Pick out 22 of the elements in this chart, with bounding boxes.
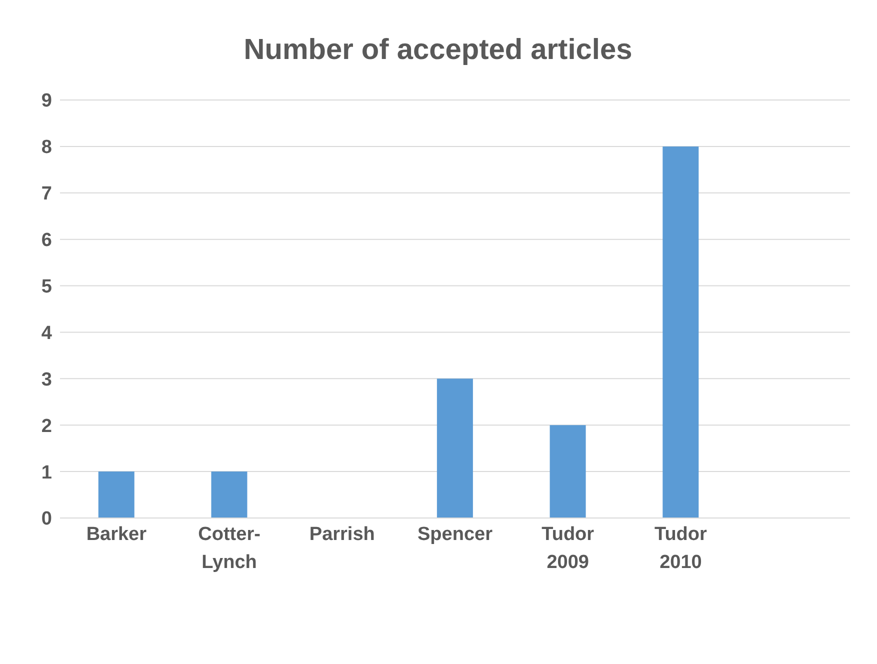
chart-title: Number of accepted articles [242, 34, 634, 67]
y-tick-label: 3 [41, 369, 52, 390]
bar [662, 146, 699, 518]
y-tick-label: 9 [41, 90, 52, 112]
y-tick-label: 8 [41, 137, 52, 158]
x-tick-label: Tudor 2010 [654, 524, 708, 573]
y-tick-label: 1 [41, 462, 52, 484]
bar [436, 378, 473, 518]
x-tick-label: Tudor 2009 [542, 524, 595, 573]
x-tick-label: Barker [86, 524, 148, 545]
x-tick-label: Parrish [309, 524, 375, 545]
x-tick-label: Cotter-Lynch [198, 524, 260, 573]
bar [550, 425, 586, 518]
y-tick-label: 7 [41, 184, 52, 205]
y-tick-label: 2 [41, 416, 52, 437]
bar [211, 472, 248, 518]
y-tick-label: 0 [41, 508, 52, 530]
y-tick-label: 5 [41, 276, 52, 298]
y-tick-label: 4 [41, 322, 52, 344]
x-tick-label: Spencer [418, 524, 494, 545]
bar [98, 472, 134, 518]
y-tick-label: 6 [41, 230, 52, 252]
